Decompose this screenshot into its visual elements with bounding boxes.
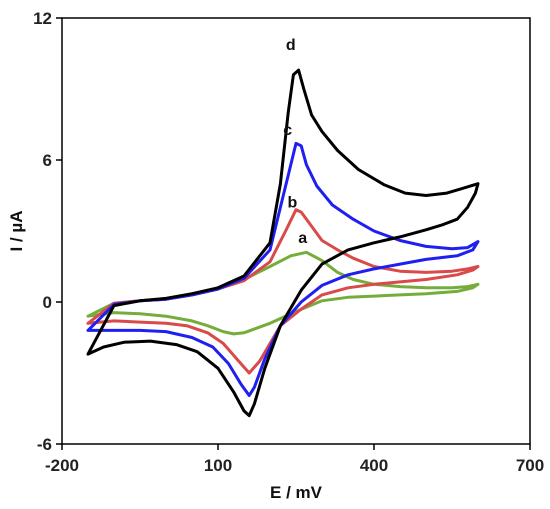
curve-label-d: d: [286, 37, 296, 54]
x-tick-label: 100: [204, 456, 232, 475]
y-axis-title: I / µA: [7, 211, 26, 252]
y-tick-label: 0: [43, 293, 52, 312]
x-tick-label: 700: [516, 456, 544, 475]
curve-d: [86, 68, 480, 418]
curve-b: [86, 208, 480, 375]
curve-label-a: a: [298, 230, 307, 247]
curve-c: [86, 141, 480, 397]
plot-frame: [61, 17, 531, 445]
y-tick-label: 12: [33, 9, 52, 28]
curve-label-c: c: [283, 122, 292, 139]
x-tick-label: 400: [360, 456, 388, 475]
x-axis-title: E / mV: [270, 483, 323, 502]
y-tick-label: 6: [43, 151, 52, 170]
curves-layer: [86, 68, 480, 418]
x-tick-label: -200: [45, 456, 79, 475]
curve-label-b: b: [287, 194, 297, 211]
ticks-layer: -200 100 400 700 -6 0 6 12: [33, 9, 544, 475]
labels-layer: a b c d: [283, 37, 307, 247]
y-tick-label: -6: [37, 435, 52, 454]
